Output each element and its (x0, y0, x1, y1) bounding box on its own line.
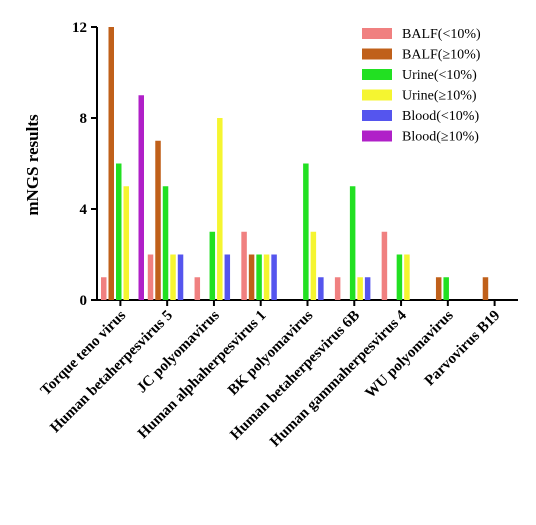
legend-entry: Blood(≥10%) (402, 130, 479, 145)
y-axis-label: mNGS results (23, 114, 42, 216)
y-tick-label: 12 (72, 20, 87, 36)
bar (138, 95, 144, 300)
bar (177, 254, 184, 300)
bar (256, 254, 262, 300)
bar (271, 254, 277, 300)
bar (101, 277, 107, 300)
bar (248, 254, 255, 300)
x-category-label: BK polyomavirus (225, 307, 316, 398)
bar (404, 254, 410, 300)
bar (396, 254, 403, 300)
bar (209, 231, 216, 300)
bar (318, 277, 324, 300)
bar (310, 231, 317, 300)
bar (162, 186, 169, 300)
legend-entry: Urine(≥10%) (402, 89, 477, 104)
x-category-label: Torque teno virus (38, 307, 130, 399)
bar (147, 254, 154, 300)
bar (381, 231, 388, 300)
bar (194, 277, 201, 300)
legend-entry: BALF(<10%) (402, 27, 481, 42)
legend-swatch (362, 110, 392, 121)
bar (357, 277, 363, 300)
y-tick-label: 0 (80, 293, 88, 309)
legend-entry: BALF(≥10%) (402, 48, 481, 63)
bar (349, 186, 356, 300)
bar (443, 277, 449, 300)
legend-entry: Blood(<10%) (402, 109, 479, 124)
bar (217, 118, 223, 300)
bar (303, 163, 309, 300)
bar (123, 186, 129, 300)
bar (263, 254, 270, 300)
legend: BALF(<10%) BALF(≥10%) Urine(<10%) Urine(≥10… (362, 27, 481, 145)
legend-swatch (362, 69, 392, 80)
bar (108, 27, 114, 300)
bar (155, 140, 161, 300)
x-category-label: JC polyomavirus (134, 307, 223, 396)
legend-entry: Urine(<10%) (402, 68, 477, 83)
legend-swatch (362, 48, 392, 60)
bar (435, 277, 442, 300)
bar (241, 231, 247, 300)
x-category-label: WU polyomavirus (363, 307, 457, 401)
legend-swatch (362, 28, 392, 39)
y-tick-label: 4 (80, 202, 88, 218)
legend-swatch (362, 130, 392, 142)
bar (364, 277, 371, 300)
bar (170, 254, 176, 300)
y-axis: 0 4 8 12 (72, 20, 98, 309)
bar (224, 254, 231, 300)
bar (116, 163, 122, 300)
bar (334, 277, 341, 300)
y-tick-label: 8 (80, 111, 88, 127)
bars (101, 27, 489, 300)
legend-swatch (362, 89, 392, 101)
bar (482, 277, 489, 300)
